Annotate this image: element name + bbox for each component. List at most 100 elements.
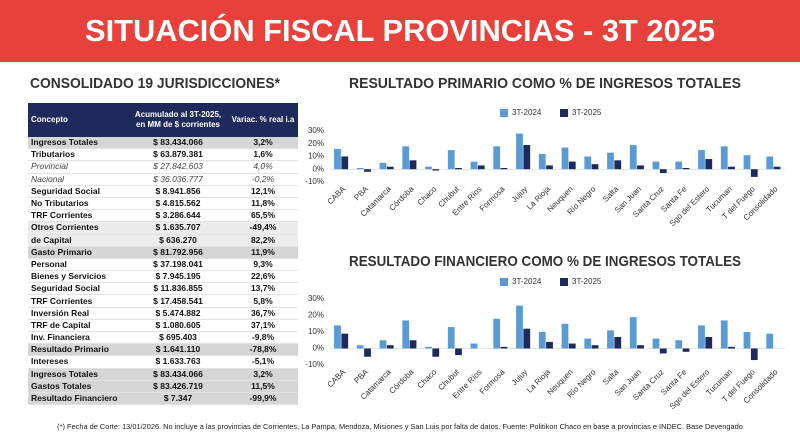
bar xyxy=(682,167,690,170)
y-tick-label: 20% xyxy=(308,139,324,148)
legend-label: 3T-2025 xyxy=(572,277,602,286)
bar xyxy=(538,332,546,349)
table-cell: $ 63.879.381 xyxy=(128,148,228,162)
table-cell: $ 5.474.882 xyxy=(128,307,228,320)
header-banner xyxy=(0,0,800,62)
bar xyxy=(516,133,523,170)
table-cell: Otros Corrientes xyxy=(28,221,128,235)
table-cell: $ 695.403 xyxy=(128,331,228,345)
table-row: Intereses $ 1.633.763 -5,1% xyxy=(28,355,298,369)
table-cell: Personal xyxy=(28,258,128,272)
x-tick-label: Formosa xyxy=(478,184,507,213)
x-tick-label: Salta xyxy=(601,367,621,387)
table-cell: Gasto Primario xyxy=(28,246,128,259)
table-row: TRF de Capital $ 1.080.605 37,1% xyxy=(28,319,298,333)
table-cell: $ 1.080.605 xyxy=(128,319,228,333)
table-row: Tributarios $ 63.879.381 1,6% xyxy=(28,148,298,162)
column-header: Variac. % real i.a xyxy=(228,103,298,137)
table-cell: $ 1.633.763 xyxy=(128,355,228,369)
bar xyxy=(523,328,531,349)
bar xyxy=(538,153,546,170)
table-cell: Seguridad Social xyxy=(28,282,128,296)
bar xyxy=(379,340,387,349)
table-cell: 22,6% xyxy=(228,270,298,284)
bar xyxy=(334,325,341,349)
bar xyxy=(334,148,341,170)
bar xyxy=(470,343,478,349)
y-tick-label: -10% xyxy=(305,360,324,369)
bar xyxy=(659,169,667,174)
x-tick-label: PBA xyxy=(352,367,370,385)
bar xyxy=(652,338,660,349)
table-header: Concepto Acumulado al 3T-2025, en MM de … xyxy=(28,103,298,137)
bar xyxy=(591,164,599,170)
table-row: Inversión Real $ 5.474.882 36,7% xyxy=(28,307,298,320)
bar xyxy=(675,161,683,170)
y-tick-label: 30% xyxy=(308,294,324,303)
table-row: Personal $ 37.198.041 9,3% xyxy=(28,258,298,272)
table-row: Seguridad Social $ 11.836.855 13,7% xyxy=(28,282,298,296)
y-tick-label: 10% xyxy=(308,327,324,336)
bar xyxy=(493,146,501,170)
bar xyxy=(425,346,432,349)
bar xyxy=(705,336,713,349)
table-cell: 9,3% xyxy=(228,258,298,272)
bar xyxy=(447,327,455,349)
table-cell: -78,8% xyxy=(228,343,298,357)
table-cell: $ 3.286.644 xyxy=(128,209,228,223)
bar xyxy=(743,155,751,170)
column-header: Concepto xyxy=(28,103,128,137)
table-row: Nacional $ 36.036.777 -0,2% xyxy=(28,173,298,186)
y-tick-label: 0% xyxy=(312,344,324,353)
table-row: Resultado Financiero $ 7.347 -99,9% xyxy=(28,392,298,406)
bar xyxy=(743,332,751,349)
bar xyxy=(607,152,614,170)
legend-swatch xyxy=(560,109,568,117)
bar xyxy=(728,166,735,170)
bar xyxy=(477,165,485,170)
table-cell: Inversión Real xyxy=(28,307,128,320)
table-cell: 12,1% xyxy=(228,185,298,198)
legend-label: 3T-2024 xyxy=(512,108,542,117)
y-tick-label: 0% xyxy=(312,164,324,173)
legend-swatch xyxy=(560,278,568,286)
bar xyxy=(750,169,758,177)
x-tick-label: Córdoba xyxy=(387,184,415,212)
bar xyxy=(561,323,569,349)
bar xyxy=(561,147,569,170)
table-cell: $ 17.458.541 xyxy=(128,294,228,308)
chart-title: RESULTADO PRIMARIO COMO % DE INGRESOS TO… xyxy=(349,75,741,92)
legend-swatch xyxy=(500,278,508,286)
table-cell: 5,8% xyxy=(228,294,298,308)
table-cell: -49,4% xyxy=(228,221,298,235)
table-cell: $ 83.434.066 xyxy=(128,137,228,150)
x-tick-label: Formosa xyxy=(478,367,507,396)
bar xyxy=(409,340,417,349)
table-cell: No Tributarios xyxy=(28,197,128,211)
bar xyxy=(698,325,705,349)
table-cell: -99,9% xyxy=(228,392,298,406)
table-cell: $ 7.945.195 xyxy=(128,270,228,284)
bar xyxy=(455,348,462,356)
bar xyxy=(629,317,637,349)
bar xyxy=(568,161,576,170)
table-cell: $ 27.842.603 xyxy=(128,160,228,174)
footnote: (*) Fecha de Corte: 13/01/2026. No inclu… xyxy=(57,422,743,431)
table-row: Gasto Primario $ 81.792.956 11,9% xyxy=(28,246,298,259)
bar xyxy=(470,161,478,170)
table-cell: 11,8% xyxy=(228,197,298,211)
x-tick-label: CABA xyxy=(326,367,348,389)
legend-label: 3T-2025 xyxy=(572,108,602,117)
table-row: TRF Corrientes $ 17.458.541 5,8% xyxy=(28,294,298,308)
bar xyxy=(500,346,508,349)
x-tick-label: Chaco xyxy=(416,184,439,207)
legend-label: 3T-2024 xyxy=(512,277,542,286)
bar xyxy=(591,345,599,349)
x-tick-label: Chaco xyxy=(416,367,439,390)
table-row: Ingresos Totales $ 83.434.066 3,2% xyxy=(28,137,298,150)
table-cell: $ 1.641.110 xyxy=(128,343,228,357)
bar xyxy=(402,320,410,349)
bar xyxy=(516,305,523,349)
bar xyxy=(614,160,622,170)
